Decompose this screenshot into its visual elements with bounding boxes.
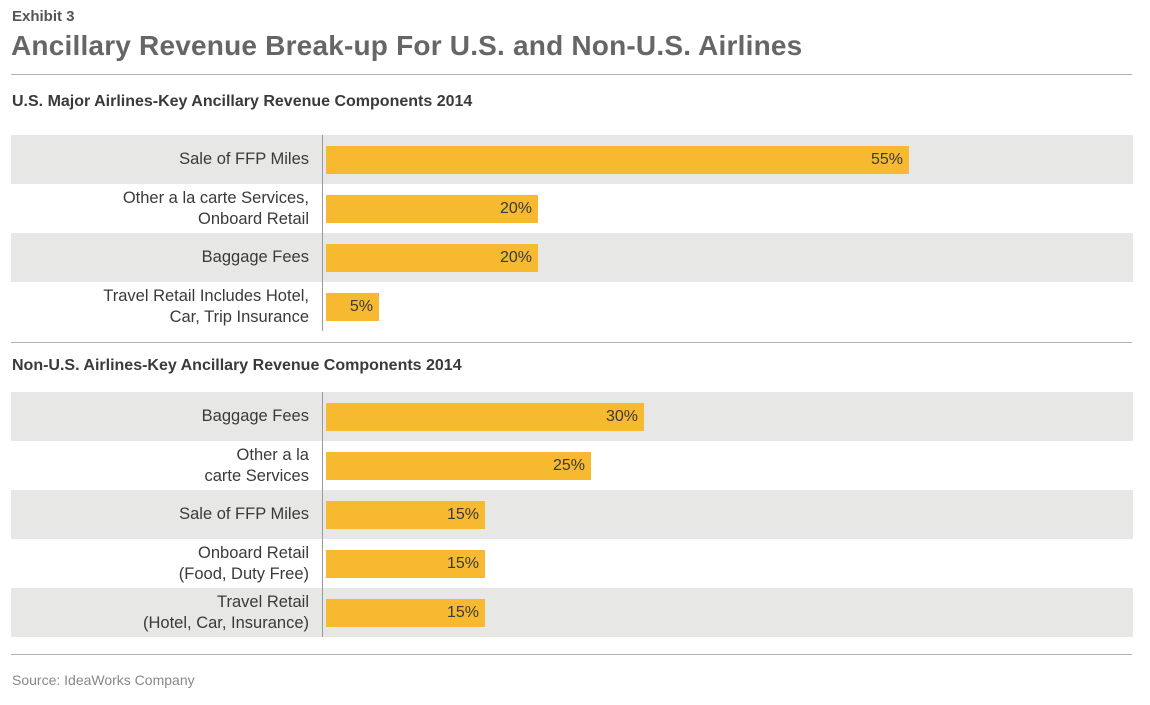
chart-1-bar <box>326 500 485 529</box>
chart-1-axis <box>322 392 323 637</box>
chart-1-bar <box>326 402 644 431</box>
chart-0-bar <box>326 194 538 223</box>
chart-0-category-label: Travel Retail Includes Hotel, Car, Trip … <box>11 282 309 331</box>
chart-1-value-label: 15% <box>446 505 479 523</box>
us-chart: Sale of FFP Miles 55% Other a la carte Ser… <box>11 135 1133 331</box>
chart-1-category-text: Travel Retail (Hotel, Car, Insurance) <box>143 592 309 632</box>
page-title: Ancillary Revenue Break-up For U.S. and … <box>11 30 803 61</box>
bottom-rule <box>11 654 1132 655</box>
chart-0-value-label: 20% <box>499 248 532 266</box>
section-rule <box>11 342 1132 343</box>
chart-1-category-label: Sale of FFP Miles <box>11 490 309 539</box>
chart-0-category-text: Baggage Fees <box>201 248 309 266</box>
chart-1-category-text: Baggage Fees <box>201 407 309 425</box>
non-us-chart: Baggage Fees 30% Other a la carte Services… <box>11 392 1133 637</box>
chart-1-category-label: Baggage Fees <box>11 392 309 441</box>
chart-0-category-label: Baggage Fees <box>11 233 309 282</box>
chart-0-category-label: Other a la carte Services, Onboard Retai… <box>11 184 309 233</box>
chart-1-category-text: Sale of FFP Miles <box>179 505 309 523</box>
chart-0-bar <box>326 145 909 174</box>
chart-1-bar <box>326 451 591 480</box>
chart-0-value-label: 5% <box>349 297 373 315</box>
chart-1-value-label: 25% <box>552 456 585 474</box>
chart-1-category-text: Other a la carte Services <box>204 445 309 485</box>
chart-0-row: Other a la carte Services, Onboard Retai… <box>11 184 1133 233</box>
chart-1-row: Travel Retail (Hotel, Car, Insurance) 15% <box>11 588 1133 637</box>
chart-0-row: Baggage Fees 20% <box>11 233 1133 282</box>
chart-0-axis <box>322 135 323 331</box>
chart-1-category-label: Travel Retail (Hotel, Car, Insurance) <box>11 588 309 637</box>
chart-1-bar <box>326 549 485 578</box>
chart-0-value-label: 20% <box>499 199 532 217</box>
chart-0-row: Sale of FFP Miles 55% <box>11 135 1133 184</box>
chart-1-value-label: 15% <box>446 603 479 621</box>
chart-0-bar <box>326 243 538 272</box>
chart-0-bar <box>326 292 379 321</box>
chart-1-row: Onboard Retail (Food, Duty Free) 15% <box>11 539 1133 588</box>
non-us-chart-title: Non-U.S. Airlines-Key Ancillary Revenue … <box>12 357 462 374</box>
chart-1-category-label: Other a la carte Services <box>11 441 309 490</box>
chart-1-row: Sale of FFP Miles 15% <box>11 490 1133 539</box>
chart-1-value-label: 15% <box>446 554 479 572</box>
chart-0-category-text: Sale of FFP Miles <box>179 150 309 168</box>
chart-1-row: Baggage Fees 30% <box>11 392 1133 441</box>
source-note: Source: IdeaWorks Company <box>12 672 195 688</box>
chart-0-row: Travel Retail Includes Hotel, Car, Trip … <box>11 282 1133 331</box>
chart-1-bar <box>326 598 485 627</box>
chart-1-row: Other a la carte Services 25% <box>11 441 1133 490</box>
us-chart-title: U.S. Major Airlines-Key Ancillary Revenu… <box>12 93 473 110</box>
exhibit-label: Exhibit 3 <box>12 8 75 25</box>
title-rule <box>11 74 1132 75</box>
chart-0-category-label: Sale of FFP Miles <box>11 135 309 184</box>
chart-0-category-text: Other a la carte Services, Onboard Retai… <box>122 188 309 228</box>
chart-0-category-text: Travel Retail Includes Hotel, Car, Trip … <box>103 286 309 326</box>
chart-0-value-label: 55% <box>870 150 903 168</box>
chart-1-category-label: Onboard Retail (Food, Duty Free) <box>11 539 309 588</box>
chart-1-category-text: Onboard Retail (Food, Duty Free) <box>178 543 309 583</box>
chart-1-value-label: 30% <box>605 407 638 425</box>
